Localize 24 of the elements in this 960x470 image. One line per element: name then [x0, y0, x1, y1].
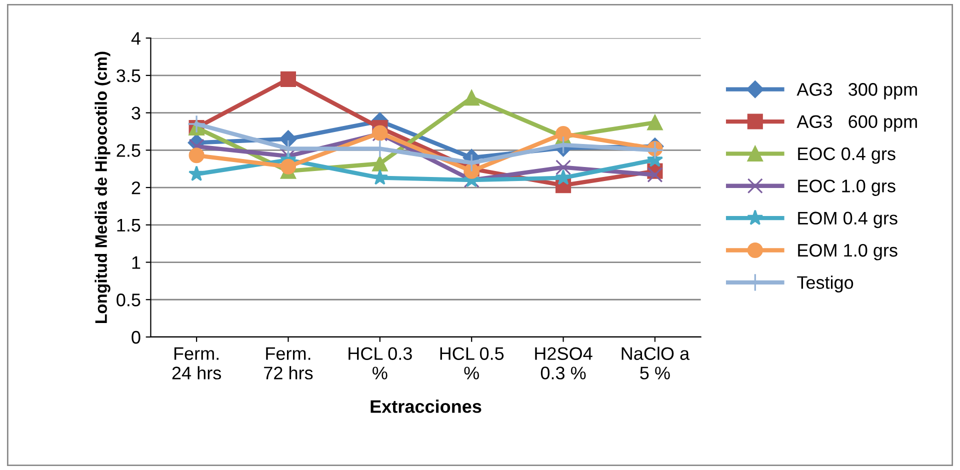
legend-label: Testigo — [797, 276, 854, 292]
x-tick-label: NaClO a 5 % — [622, 346, 690, 380]
legend-label: EOM 1.0 grs — [798, 244, 898, 260]
x-tick-label: HCL 0.5 % — [440, 347, 504, 380]
y-tick-label: 0.5 — [116, 294, 140, 306]
legend-label: AG3 600 ppm — [796, 115, 917, 132]
y-tick-label: 1 — [132, 256, 140, 269]
legend-label: EOM 0.4 grs — [798, 212, 898, 228]
legend-label: EOC 0.4 grs — [798, 147, 896, 164]
legend-label: AG3 300 ppm — [796, 83, 917, 100]
y-tick-label: 1.5 — [117, 219, 140, 232]
legend-label: EOC 1.0 grs — [798, 180, 896, 196]
x-tick-label: HCL 0.3 % — [348, 347, 412, 380]
y-tick-label: 2 — [132, 181, 140, 194]
y-tick-label: 2.5 — [116, 144, 140, 157]
y-tick-label: 3 — [132, 106, 140, 120]
y-tick-label: 3.5 — [116, 69, 140, 82]
x-tick-label: H2SO4 0.3 % — [535, 347, 592, 380]
x-tick-label: Ferm. 72 hrs — [264, 347, 313, 380]
y-tick-label: 0 — [132, 330, 140, 344]
x-tick-label: Ferm. 24 hrs — [172, 347, 221, 380]
y-tick-label: 4 — [131, 32, 140, 45]
x-axis-title: Extracciones — [370, 400, 482, 413]
y-axis-title: Longitud Media de Hipocotilo (cm) — [94, 52, 110, 323]
